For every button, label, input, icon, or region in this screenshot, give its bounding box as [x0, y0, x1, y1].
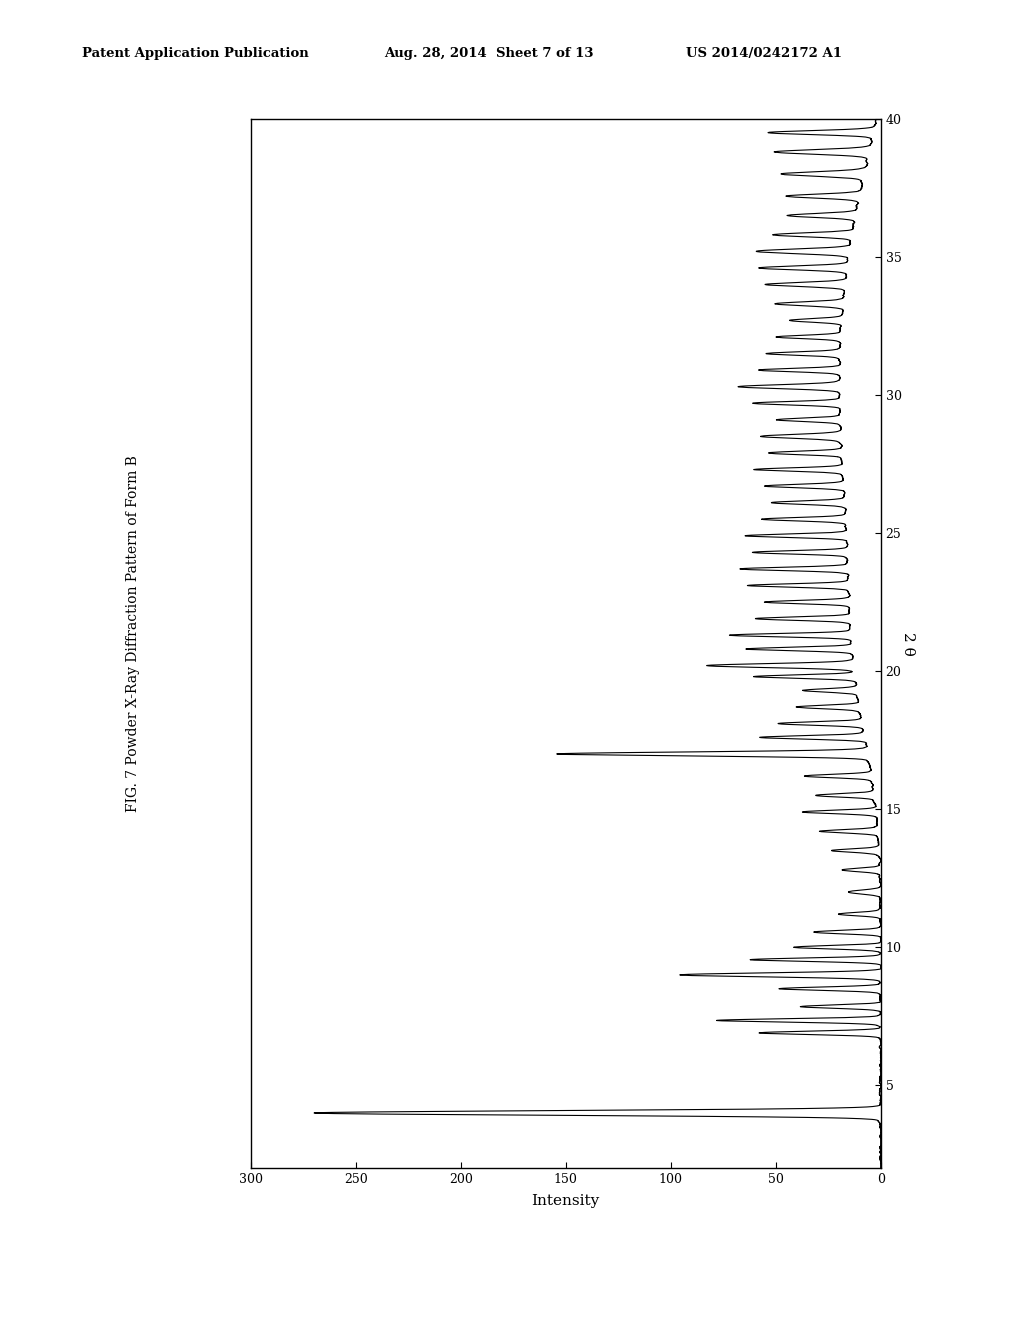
X-axis label: Intensity: Intensity: [531, 1195, 600, 1208]
Text: Patent Application Publication: Patent Application Publication: [82, 46, 308, 59]
Text: Aug. 28, 2014  Sheet 7 of 13: Aug. 28, 2014 Sheet 7 of 13: [384, 46, 594, 59]
Y-axis label: 2 θ: 2 θ: [901, 632, 915, 655]
Text: US 2014/0242172 A1: US 2014/0242172 A1: [686, 46, 842, 59]
Text: FIG. 7 Powder X-Ray Diffraction Pattern of Form B: FIG. 7 Powder X-Ray Diffraction Pattern …: [126, 455, 140, 812]
